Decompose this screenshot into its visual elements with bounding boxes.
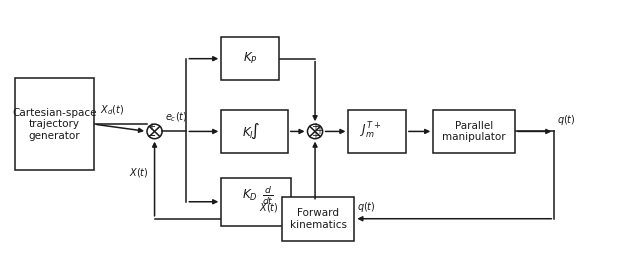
Text: Cartesian-space
trajectory
generator: Cartesian-space trajectory generator — [12, 108, 97, 141]
FancyBboxPatch shape — [349, 110, 406, 153]
Text: $q(t)$: $q(t)$ — [357, 200, 376, 214]
Text: $J_m^T\!{}^+$: $J_m^T\!{}^+$ — [360, 121, 382, 141]
Text: +: + — [147, 123, 155, 132]
Text: $\frac{d}{dt}$: $\frac{d}{dt}$ — [262, 185, 274, 207]
Text: $K_I\!\int$: $K_I\!\int$ — [242, 122, 261, 141]
Text: $K_D$: $K_D$ — [242, 188, 258, 203]
Text: $K_P$: $K_P$ — [243, 51, 257, 66]
Text: Parallel
manipulator: Parallel manipulator — [442, 121, 506, 142]
Text: +: + — [311, 123, 319, 132]
FancyBboxPatch shape — [221, 178, 291, 226]
FancyBboxPatch shape — [221, 110, 288, 153]
Text: −: − — [146, 131, 156, 141]
Text: $X(t)$: $X(t)$ — [259, 201, 279, 214]
Text: $X_d(t)$: $X_d(t)$ — [100, 103, 124, 117]
FancyBboxPatch shape — [15, 78, 94, 170]
Text: $X(t)$: $X(t)$ — [129, 166, 148, 179]
FancyBboxPatch shape — [282, 197, 355, 240]
Text: +: + — [311, 131, 319, 141]
FancyBboxPatch shape — [433, 110, 515, 153]
FancyBboxPatch shape — [221, 37, 279, 80]
Text: +: + — [315, 126, 323, 136]
Text: Forward
kinematics: Forward kinematics — [290, 208, 347, 230]
Text: $e_c(t)$: $e_c(t)$ — [165, 110, 188, 124]
Text: $q(t)$: $q(t)$ — [557, 112, 576, 127]
